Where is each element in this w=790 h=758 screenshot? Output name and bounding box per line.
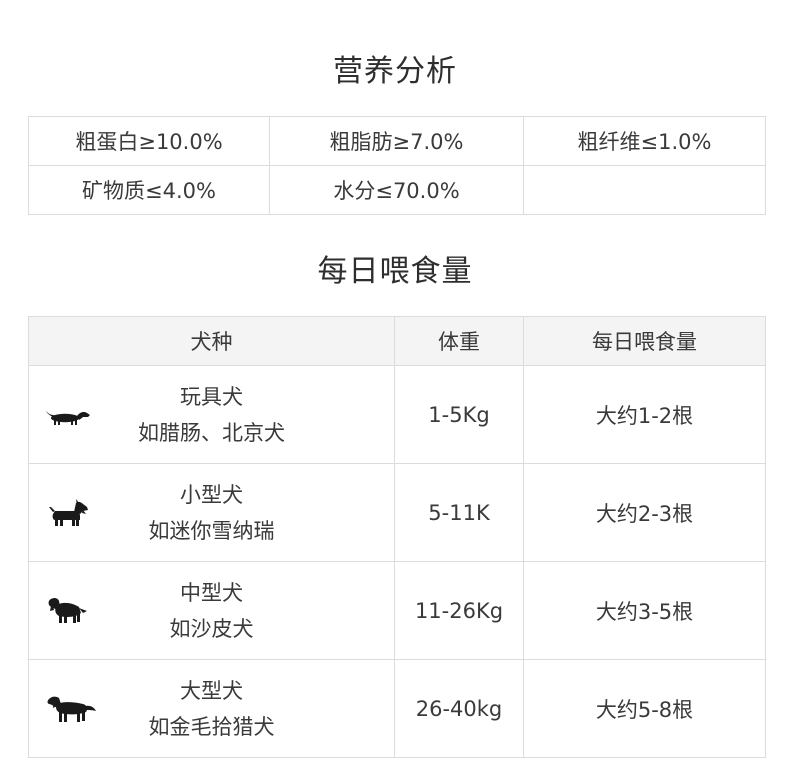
- breed-example: 如迷你雪纳瑞: [148, 518, 275, 543]
- table-row: 大型犬 如金毛拾猎犬 26-40kg 大约5-8根: [28, 659, 766, 758]
- header-breed: 犬种: [28, 316, 395, 366]
- breed-example: 如沙皮犬: [169, 616, 254, 641]
- nutrition-row: 粗蛋白≥10.0% 粗脂肪≥7.0% 粗纤维≤1.0%: [28, 116, 766, 166]
- weight-cell: 11-26Kg: [394, 561, 524, 660]
- breed-name: 玩具犬: [180, 384, 243, 409]
- weight-cell: 26-40kg: [394, 659, 524, 758]
- nutrition-table: 粗蛋白≥10.0% 粗脂肪≥7.0% 粗纤维≤1.0% 矿物质≤4.0% 水分≤…: [28, 116, 766, 215]
- breed-example: 如金毛拾猎犬: [148, 714, 275, 739]
- nutrition-cell: 水分≤70.0%: [269, 165, 524, 215]
- amount-cell: 大约2-3根: [523, 463, 766, 562]
- weight-cell: 5-11K: [394, 463, 524, 562]
- nutrition-row: 矿物质≤4.0% 水分≤70.0%: [28, 165, 766, 215]
- feeding-header-row: 犬种 体重 每日喂食量: [28, 316, 766, 366]
- table-row: 小型犬 如迷你雪纳瑞 5-11K 大约2-3根: [28, 463, 766, 562]
- header-amount: 每日喂食量: [523, 316, 766, 366]
- table-row: 玩具犬 如腊肠、北京犬 1-5Kg 大约1-2根: [28, 365, 766, 464]
- breed-name: 小型犬: [180, 482, 243, 507]
- breed-cell: 中型犬 如沙皮犬: [28, 561, 395, 660]
- weight-cell: 1-5Kg: [394, 365, 524, 464]
- breed-name: 中型犬: [180, 580, 243, 605]
- feeding-table: 犬种 体重 每日喂食量: [28, 316, 766, 758]
- nutrition-cell: 矿物质≤4.0%: [28, 165, 270, 215]
- breed-example: 如腊肠、北京犬: [138, 420, 285, 445]
- table-row: 中型犬 如沙皮犬 11-26Kg 大约3-5根: [28, 561, 766, 660]
- nutrition-cell-empty: [523, 165, 766, 215]
- schnauzer-icon: [43, 493, 99, 533]
- nutrition-cell: 粗纤维≤1.0%: [523, 116, 766, 166]
- dachshund-icon: [43, 395, 99, 435]
- amount-cell: 大约1-2根: [523, 365, 766, 464]
- golden-retriever-icon: [43, 689, 99, 729]
- breed-cell: 玩具犬 如腊肠、北京犬: [28, 365, 395, 464]
- amount-cell: 大约5-8根: [523, 659, 766, 758]
- nutrition-cell: 粗脂肪≥7.0%: [269, 116, 524, 166]
- header-weight: 体重: [394, 316, 524, 366]
- breed-cell: 大型犬 如金毛拾猎犬: [28, 659, 395, 758]
- breed-cell: 小型犬 如迷你雪纳瑞: [28, 463, 395, 562]
- amount-cell: 大约3-5根: [523, 561, 766, 660]
- nutrition-title: 营养分析: [333, 54, 457, 89]
- feeding-title: 每日喂食量: [317, 254, 473, 289]
- spaniel-icon: [43, 591, 99, 631]
- breed-name: 大型犬: [180, 678, 243, 703]
- nutrition-cell: 粗蛋白≥10.0%: [28, 116, 270, 166]
